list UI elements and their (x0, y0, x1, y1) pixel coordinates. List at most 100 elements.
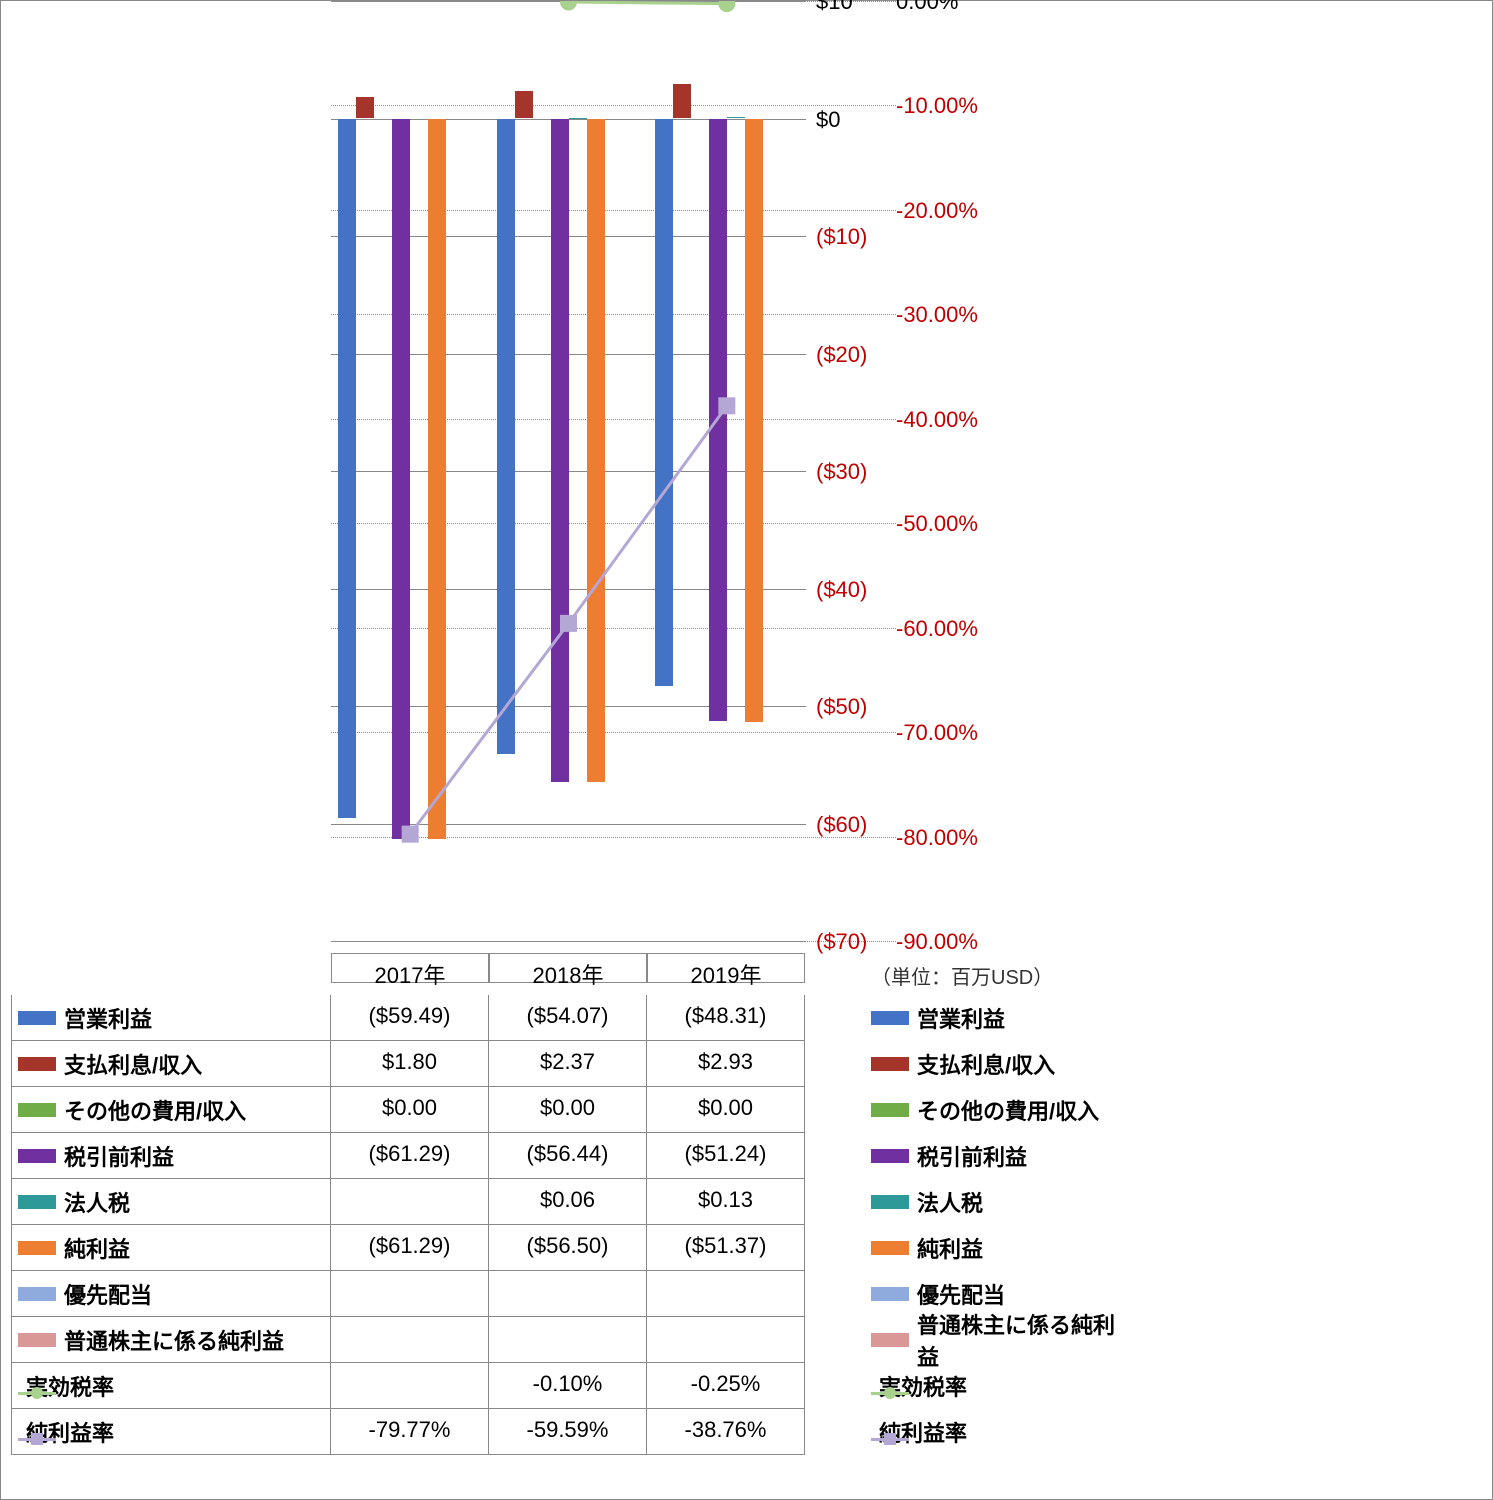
table-cell: ($59.49) (331, 995, 489, 1041)
plot-region (331, 1, 806, 941)
table-cell: -0.10% (489, 1363, 647, 1409)
legend-label: 支払利息/収入 (917, 1048, 1055, 1080)
bar-net_income (587, 119, 605, 783)
legend-label: 営業利益 (917, 1002, 1005, 1034)
bar-net_income (428, 119, 446, 839)
bar-interest (515, 91, 533, 119)
gridline-percent (331, 314, 896, 315)
table-cell: $1.80 (331, 1041, 489, 1087)
series-label: 支払利息/収入 (64, 1048, 202, 1080)
legend-label: 税引前利益 (917, 1140, 1027, 1172)
table-cell: $0.00 (331, 1087, 489, 1133)
bar-op_income (497, 119, 515, 754)
legend-swatch-op_income (871, 1005, 909, 1031)
legend-label: その他の費用/収入 (917, 1094, 1099, 1126)
series-label: その他の費用/収入 (64, 1094, 246, 1126)
gridline-percent (331, 1, 896, 2)
x-axis-labels: 2017年2018年2019年 (331, 953, 805, 983)
legend-swatch-common_ni (18, 1327, 56, 1353)
x-tick-label: 2017年 (331, 953, 489, 983)
table-row-legend: 営業利益 (11, 995, 331, 1041)
chart-container: $10$0($10)($20)($30)($40)($50)($60)($70)… (0, 0, 1493, 1500)
chart-plot-area (331, 1, 806, 941)
legend-right: 営業利益支払利息/収入その他の費用/収入税引前利益法人税純利益優先配当普通株主に… (871, 995, 1131, 1455)
bar-interest (356, 97, 374, 118)
gridline-percent (331, 105, 896, 106)
legend-label: 法人税 (917, 1186, 983, 1218)
y-left-tick-label: ($40) (816, 577, 867, 603)
table-cell (331, 1179, 489, 1225)
gridline-percent (331, 732, 896, 733)
gridline-percent (331, 628, 896, 629)
table-cell (331, 1271, 489, 1317)
table-row-legend: 純利益 (11, 1225, 331, 1271)
legend-item: 支払利息/収入 (871, 1041, 1131, 1087)
unit-label: （単位：百万USD） (871, 961, 1053, 990)
legend-item: 純利益 (871, 1225, 1131, 1271)
table-cell (647, 1271, 805, 1317)
table-row-legend: 法人税 (11, 1179, 331, 1225)
legend-item: 税引前利益 (871, 1133, 1131, 1179)
gridline-percent (331, 210, 896, 211)
table-cell: $0.13 (647, 1179, 805, 1225)
legend-label: 優先配当 (917, 1278, 1005, 1310)
y-left-tick-label: ($30) (816, 459, 867, 485)
table-cell: $0.06 (489, 1179, 647, 1225)
x-tick-label: 2018年 (489, 953, 647, 983)
table-cell: $2.37 (489, 1041, 647, 1087)
legend-item: その他の費用/収入 (871, 1087, 1131, 1133)
legend-swatch-common_ni (871, 1327, 909, 1353)
legend-item: 普通株主に係る純利益 (871, 1317, 1131, 1363)
table-row: 営業利益($59.49)($54.07)($48.31) (11, 995, 806, 1041)
y-left-tick-label: $10 (816, 0, 853, 15)
table-cell: ($48.31) (647, 995, 805, 1041)
y-right-tick-label: -10.00% (896, 93, 978, 119)
y-axis-left-labels: $10$0($10)($20)($30)($40)($50)($60)($70) (816, 1, 891, 941)
bar-net_income (745, 119, 763, 723)
data-table: 営業利益($59.49)($54.07)($48.31) 支払利息/収入 $1.80… (11, 995, 806, 1455)
series-label: 税引前利益 (64, 1140, 174, 1172)
y-right-tick-label: -50.00% (896, 511, 978, 537)
y-right-tick-label: -40.00% (896, 407, 978, 433)
y-right-tick-label: -70.00% (896, 720, 978, 746)
table-row: 普通株主に係る純利益 (11, 1317, 806, 1363)
table-cell: -0.25% (647, 1363, 805, 1409)
table-row: 純利益率-79.77%-59.59%-38.76% (11, 1409, 806, 1455)
y-right-tick-label: -60.00% (896, 616, 978, 642)
y-left-tick-label: $0 (816, 107, 840, 133)
table-cell: $0.00 (647, 1087, 805, 1133)
legend-swatch-pretax (871, 1143, 909, 1169)
table-cell: ($61.29) (331, 1225, 489, 1271)
table-row: その他の費用/収入$0.00$0.00$0.00 (11, 1087, 806, 1133)
legend-swatch-pref_div (871, 1281, 909, 1307)
legend-swatch-net_income (871, 1235, 909, 1261)
table-row-legend: 支払利息/収入 (11, 1041, 331, 1087)
table-cell (647, 1317, 805, 1363)
y-right-tick-label: -80.00% (896, 825, 978, 851)
bar-tax (569, 118, 587, 119)
legend-swatch-interest (18, 1051, 56, 1077)
legend-swatch-tax (18, 1189, 56, 1215)
y-left-tick-label: ($20) (816, 342, 867, 368)
legend-swatch-interest (871, 1051, 909, 1077)
bar-tax (727, 117, 745, 119)
table-row-legend: 実効税率 (11, 1363, 331, 1409)
table-cell (331, 1317, 489, 1363)
legend-item: 営業利益 (871, 995, 1131, 1041)
table-row: 支払利息/収入$1.80$2.37$2.93 (11, 1041, 806, 1087)
gridline-percent (331, 941, 896, 942)
legend-swatch-tax (871, 1189, 909, 1215)
table-cell: $0.00 (489, 1087, 647, 1133)
table-cell: -59.59% (489, 1409, 647, 1455)
table-row: 純利益($61.29)($56.50)($51.37) (11, 1225, 806, 1271)
series-label: 優先配当 (64, 1278, 152, 1310)
bar-interest (673, 84, 691, 118)
table-cell (489, 1317, 647, 1363)
y-left-tick-label: ($10) (816, 224, 867, 250)
legend-label: 普通株主に係る純利益 (917, 1308, 1131, 1372)
table-row: 法人税 $0.06$0.13 (11, 1179, 806, 1225)
legend-item: 純利益率 (871, 1409, 1131, 1455)
table-cell: ($51.24) (647, 1133, 805, 1179)
table-row: 優先配当 (11, 1271, 806, 1317)
table-cell: -38.76% (647, 1409, 805, 1455)
